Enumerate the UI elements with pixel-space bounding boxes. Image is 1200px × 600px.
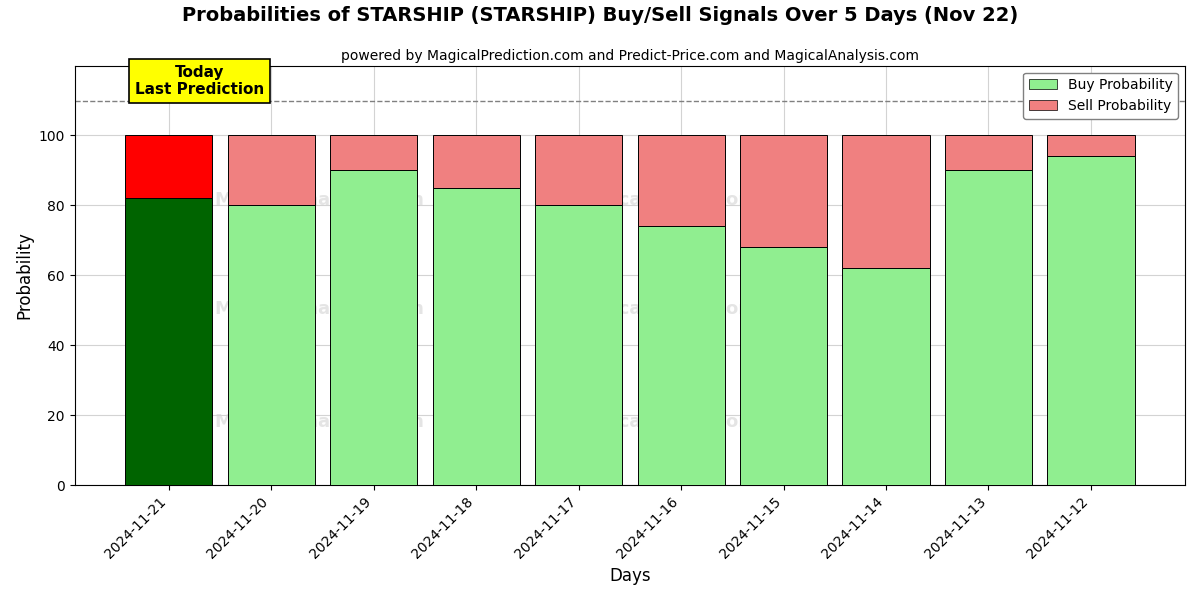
Bar (637, 136, 725, 226)
Title: powered by MagicalPrediction.com and Predict-Price.com and MagicalAnalysis.com: powered by MagicalPrediction.com and Pre… (341, 49, 919, 63)
Text: MagicalAnalysis.com: MagicalAnalysis.com (214, 413, 424, 431)
Bar (740, 136, 827, 247)
Text: MagicalAnalysis.com: MagicalAnalysis.com (214, 300, 424, 318)
Bar (125, 136, 212, 199)
Bar (944, 170, 1032, 485)
Bar (535, 205, 622, 485)
X-axis label: Days: Days (610, 567, 650, 585)
Bar (944, 136, 1032, 170)
Y-axis label: Probability: Probability (16, 232, 34, 319)
Bar (1048, 157, 1134, 485)
Bar (330, 136, 418, 170)
Bar (228, 205, 314, 485)
Bar (842, 136, 930, 268)
Bar (842, 268, 930, 485)
Bar (330, 170, 418, 485)
Text: Probabilities of STARSHIP (STARSHIP) Buy/Sell Signals Over 5 Days (Nov 22): Probabilities of STARSHIP (STARSHIP) Buy… (182, 6, 1018, 25)
Bar (432, 188, 520, 485)
Bar (535, 136, 622, 205)
Legend: Buy Probability, Sell Probability: Buy Probability, Sell Probability (1024, 73, 1178, 119)
Bar (740, 247, 827, 485)
Text: MagicalPrediction.com: MagicalPrediction.com (570, 413, 800, 431)
Text: MagicalPrediction.com: MagicalPrediction.com (570, 191, 800, 209)
Bar (125, 199, 212, 485)
Text: Today
Last Prediction: Today Last Prediction (134, 65, 264, 97)
Text: MagicalPrediction.com: MagicalPrediction.com (570, 300, 800, 318)
Bar (637, 226, 725, 485)
Bar (228, 136, 314, 205)
Text: MagicalAnalysis.com: MagicalAnalysis.com (214, 191, 424, 209)
Bar (432, 136, 520, 188)
Bar (1048, 136, 1134, 157)
